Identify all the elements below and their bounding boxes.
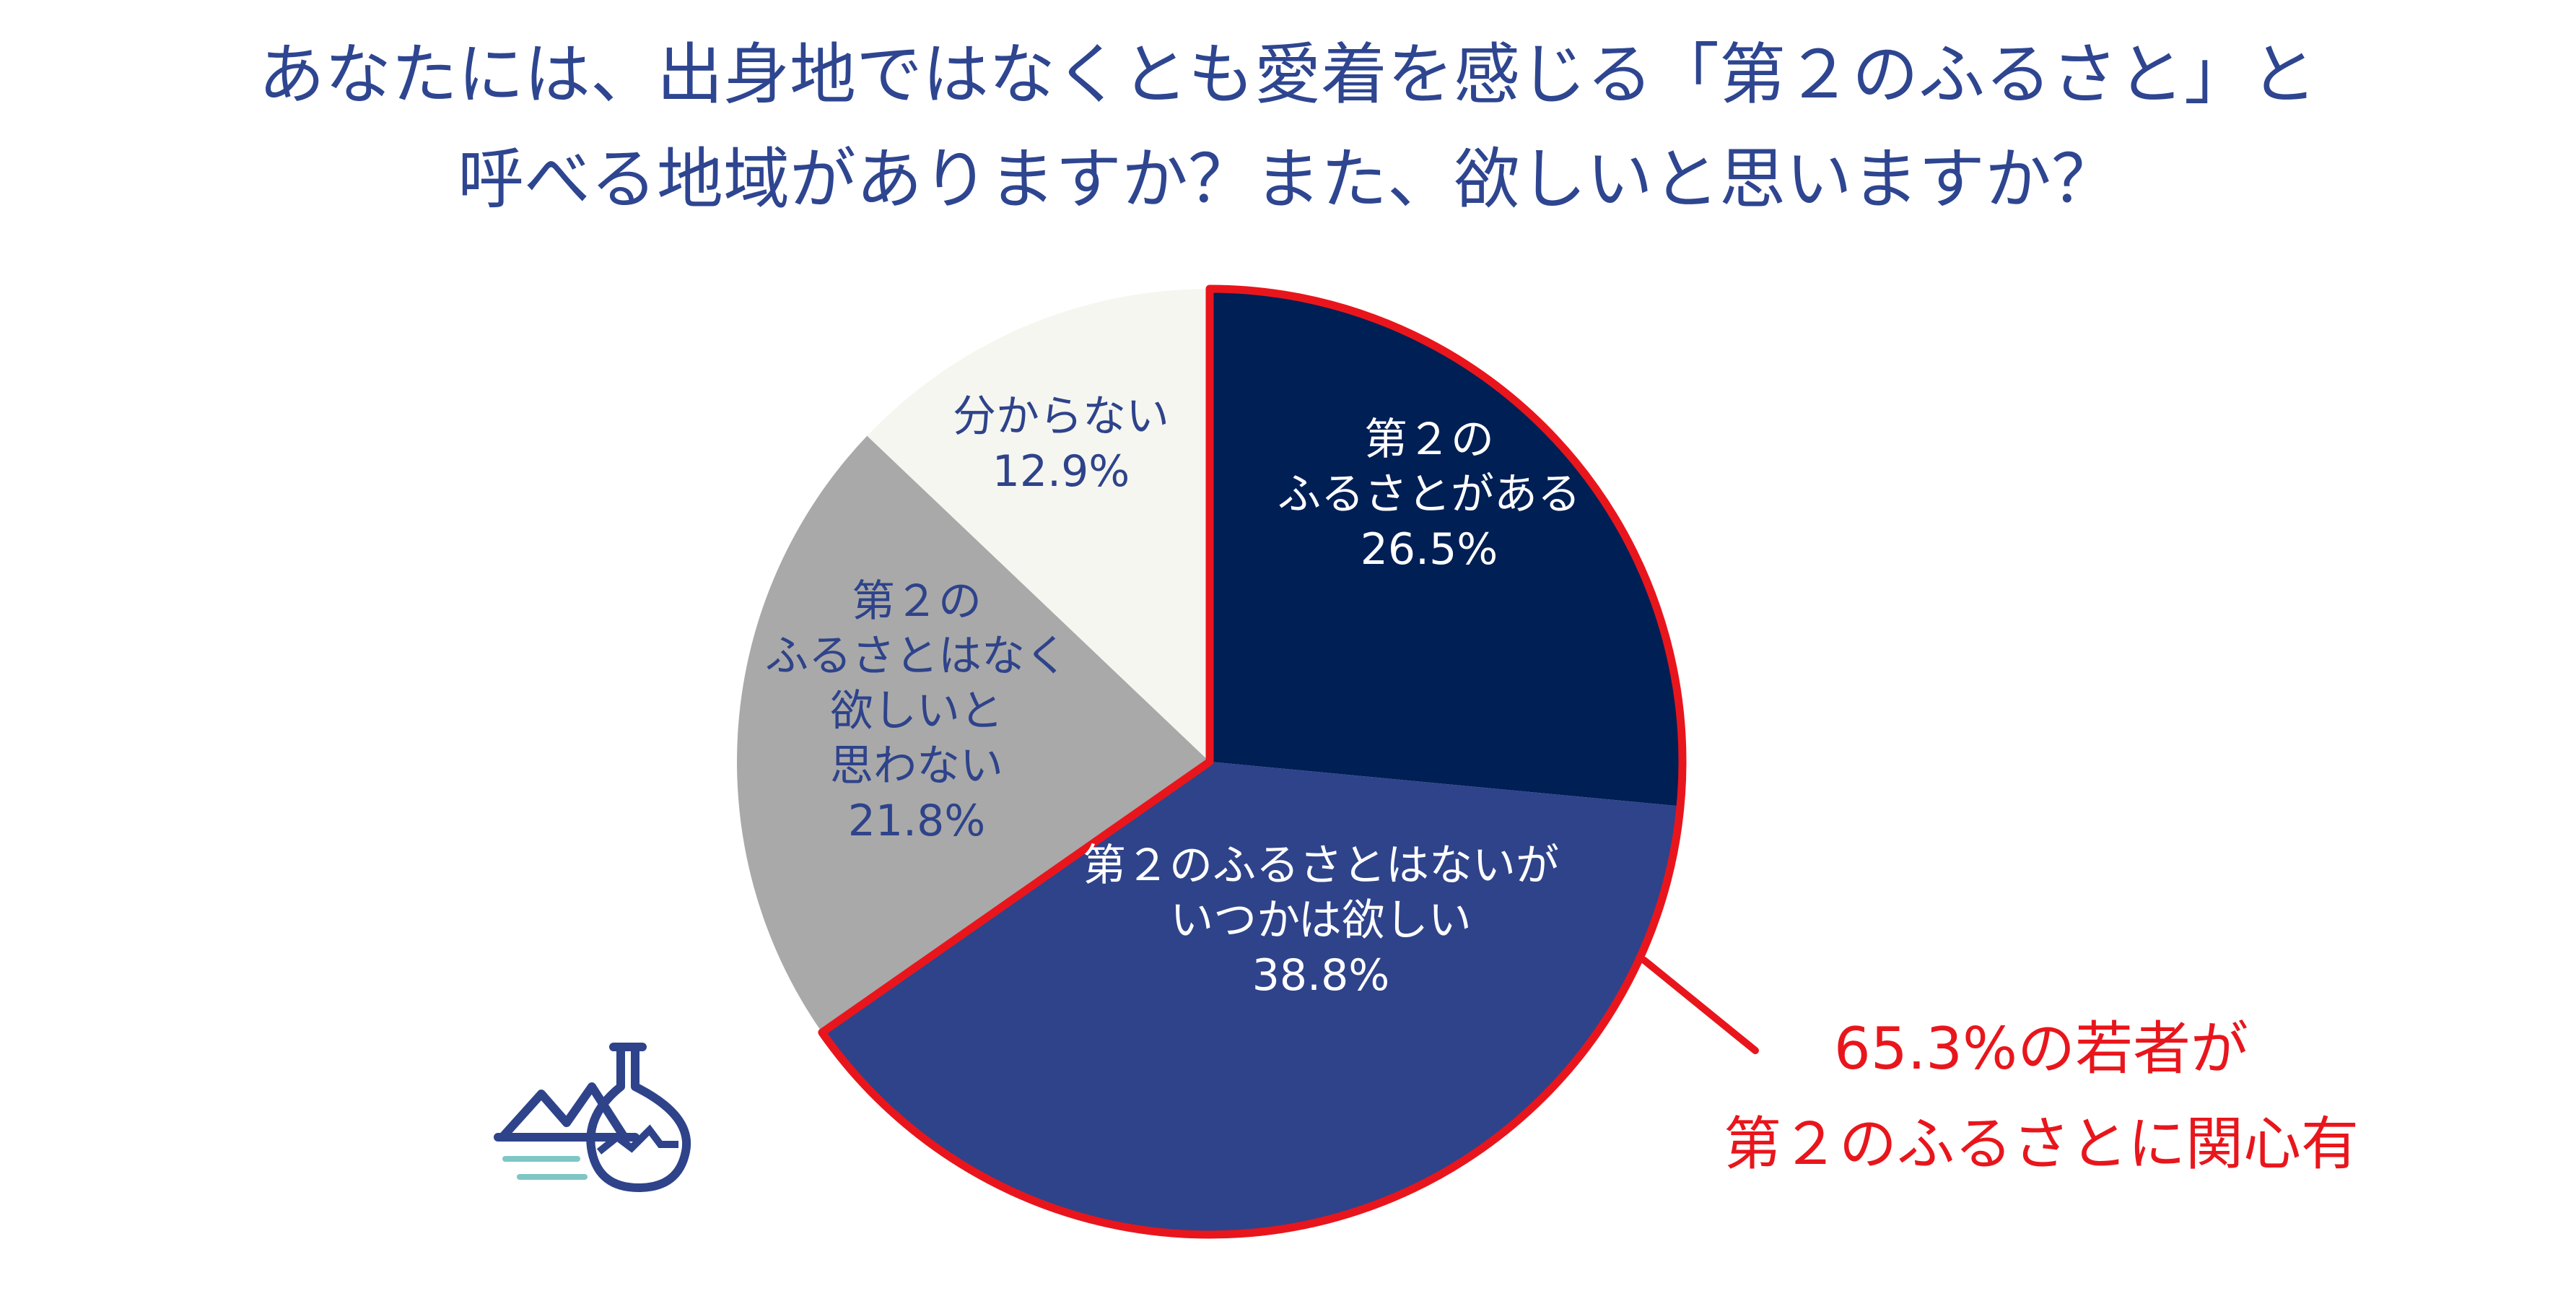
slice-2-value-label: 38.8%	[1252, 950, 1390, 1001]
pie-slice-3	[737, 435, 1210, 1033]
pie-labels: 第２のふるさとがある26.5%第２のふるさとはないがいつかは欲しい38.8%第２…	[765, 391, 1581, 1001]
callout-annotation: 65.3%の若者が 第２のふるさとに関心有	[1724, 1015, 2359, 1178]
slice-3-name-label: 思わない	[830, 741, 1003, 791]
chart-title: あなたには、出身地ではなくとも愛着を感じる「第２のふるさと」と 呼べる地域があり…	[258, 36, 2317, 218]
slice-1-value-label: 26.5%	[1361, 524, 1498, 575]
slice-3-name-label: 欲しいと	[830, 686, 1003, 736]
slice-1-name-label: 第２の	[1364, 414, 1494, 465]
pie-slice-1	[1210, 289, 1682, 807]
slice-1-name-label: ふるさとがある	[1278, 469, 1581, 520]
slice-4-value-label: 12.9%	[992, 446, 1130, 497]
callout-line-2: 第２のふるさとに関心有	[1724, 1110, 2359, 1178]
slice-3-value-label: 21.8%	[848, 796, 986, 846]
slice-3-name-label: ふるさとはなく	[765, 631, 1068, 682]
slice-3-name-label: 第２の	[852, 576, 982, 627]
pie-slices	[737, 289, 1682, 1235]
slice-4-name-label: 分からない	[953, 391, 1169, 442]
slice-2-name-label: いつかは欲しい	[1170, 895, 1472, 946]
highlight-outline	[818, 284, 1687, 1239]
slice-2-name-label: 第２のふるさとはないが	[1083, 840, 1559, 891]
chart-title-line-2: 呼べる地域がありますか？また、欲しいと思いますか？	[458, 141, 2118, 218]
pie-slice-2	[821, 762, 1681, 1235]
callout-line-1: 65.3%の若者が	[1834, 1015, 2248, 1082]
pie-highlight	[818, 284, 1687, 1239]
pie-slice-4	[867, 289, 1210, 762]
factory-flask-logo-icon	[494, 1043, 691, 1192]
chart-title-line-1: あなたには、出身地ではなくとも愛着を感じる「第２のふるさと」と	[258, 36, 2317, 113]
callout-leader-line	[1641, 957, 1759, 1054]
